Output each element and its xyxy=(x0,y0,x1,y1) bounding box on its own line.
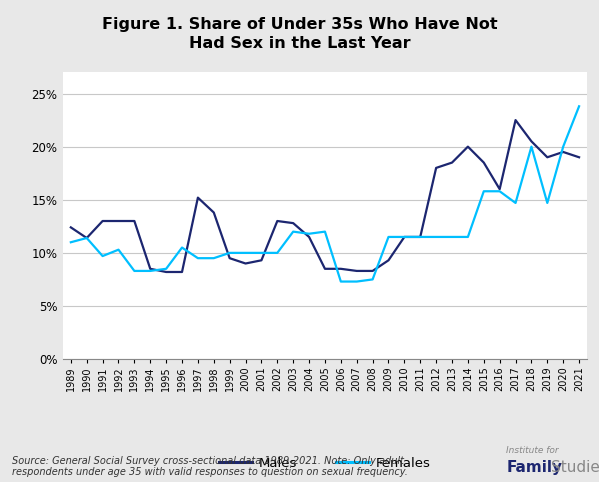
Text: Institute for: Institute for xyxy=(506,446,559,455)
Text: Figure 1. Share of Under 35s Who Have Not
Had Sex in the Last Year: Figure 1. Share of Under 35s Who Have No… xyxy=(102,17,497,51)
Text: Source: General Social Survey cross-sectional data 1989-2021. Note: Only adult
r: Source: General Social Survey cross-sect… xyxy=(12,455,408,477)
Text: Studies: Studies xyxy=(551,460,599,475)
Legend: Males, Females: Males, Females xyxy=(214,452,436,475)
Text: Family: Family xyxy=(506,460,562,475)
